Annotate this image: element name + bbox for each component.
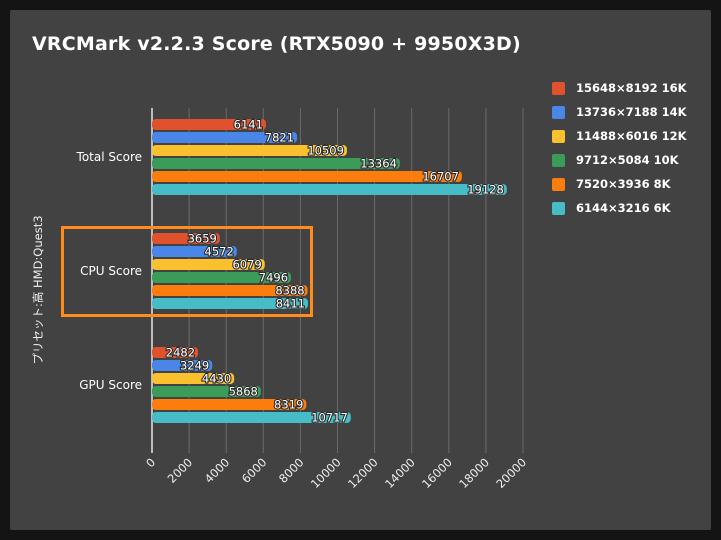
legend-label: 6144×3216 6K [576,201,671,215]
bar-value-label: 10717 [311,411,348,425]
bar-value-label: 2482 [166,346,195,360]
bar [152,145,347,156]
bar [152,360,213,371]
legend-swatch [552,201,565,215]
bar-value-label: 6141 [234,118,263,132]
bar [152,298,309,309]
legend-label: 7520×3936 8K [576,177,671,191]
chart-title: VRCMark v2.2.3 Score (RTX5090 + 9950X3D) [32,33,521,55]
bar [152,386,261,397]
legend-label: 11488×6016 12K [576,129,687,143]
x-tick-label: 12000 [345,455,381,491]
bar-value-label: 3249 [180,359,209,373]
bar [152,184,507,195]
x-tick-label: 16000 [419,455,455,491]
bar [152,259,265,270]
bar-value-label: 10509 [307,144,344,158]
x-tick-label: 2000 [165,455,196,486]
legend-item: 7520×3936 8K [552,176,671,192]
bar-value-label: 8411 [276,297,305,311]
category-label: GPU Score [79,378,142,392]
legend-item: 11488×6016 12K [552,128,687,144]
bar-value-label: 4572 [205,245,234,259]
bar [152,246,237,257]
x-tick-label: 4000 [202,455,233,486]
bar-value-label: 13364 [360,157,397,171]
legend-item: 9712×5084 10K [552,152,679,168]
legend-label: 13736×7188 14K [576,105,687,119]
bar-value-label: 8319 [274,398,303,412]
legend-swatch [552,129,565,143]
legend-swatch [552,177,565,191]
bar [152,171,462,182]
category-label: CPU Score [80,264,142,278]
bar [152,272,292,283]
bar-value-label: 8388 [275,284,304,298]
category-label: Total Score [76,150,142,164]
x-tick-label: 20000 [493,455,529,491]
bar [152,233,220,244]
x-tick-label: 14000 [382,455,418,491]
legend-item: 6144×3216 6K [552,200,671,216]
bar [152,373,235,384]
bar-value-label: 7821 [265,131,294,145]
x-tick-label: 6000 [239,455,270,486]
legend-swatch [552,105,565,119]
bar-value-label: 6079 [232,258,261,272]
bar [152,347,199,358]
bar-value-label: 7496 [259,271,288,285]
legend-item: 15648×8192 16K [552,80,687,96]
legend-label: 9712×5084 10K [576,153,679,167]
legend-label: 15648×8192 16K [576,81,687,95]
legend-item: 13736×7188 14K [552,104,687,120]
bar-value-label: 19128 [467,183,504,197]
bar [152,132,298,143]
bar [152,399,307,410]
x-tick-label: 18000 [456,455,492,491]
bar-value-label: 4430 [202,372,231,386]
x-tick-label: 0 [143,455,158,470]
x-tick-label: 8000 [276,455,307,486]
chart-panel [10,10,711,530]
x-tick-label: 10000 [308,455,344,491]
bar-value-label: 5868 [229,385,258,399]
bar-value-label: 16707 [422,170,459,184]
y-axis-title: プリセット:高 HMD:Quest3 [31,215,45,364]
bar [152,158,400,169]
legend-swatch [552,81,565,95]
bar [152,119,266,130]
bar-value-label: 3659 [188,232,217,246]
bar [152,412,351,423]
legend-swatch [552,153,565,167]
bar [152,285,308,296]
